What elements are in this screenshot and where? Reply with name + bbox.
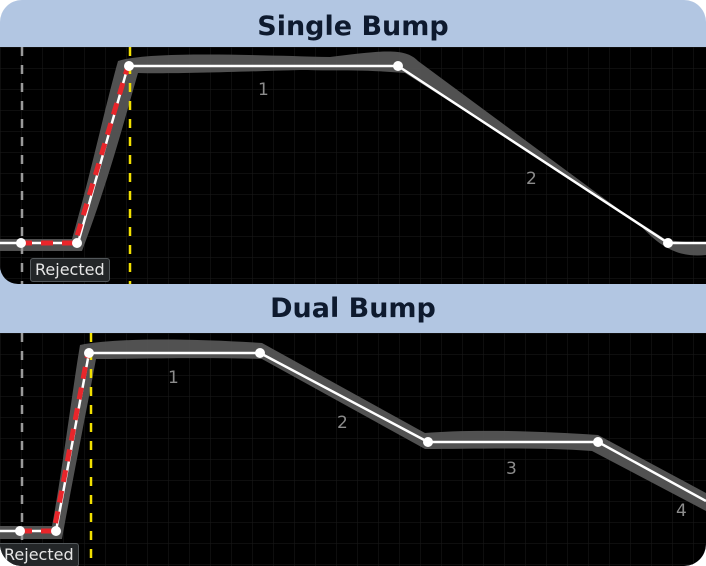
rejected-badge: Rejected xyxy=(30,258,110,282)
control-point[interactable] xyxy=(16,238,26,248)
control-point[interactable] xyxy=(51,526,61,536)
control-point[interactable] xyxy=(593,437,603,447)
segment-label: 3 xyxy=(506,459,517,479)
rejected-path xyxy=(20,352,91,534)
control-point[interactable] xyxy=(72,238,82,248)
rejected-path xyxy=(20,65,131,246)
panel-title-dual-bump: Dual Bump xyxy=(270,293,436,324)
plot-canvas-dual-bump: 1 2 3 4 xyxy=(0,333,706,566)
panel-title-single-bump: Single Bump xyxy=(257,11,449,42)
control-point[interactable] xyxy=(15,526,25,536)
plot-dual-bump: 1 2 3 4 Rejected xyxy=(0,333,706,566)
control-point[interactable] xyxy=(84,348,94,358)
control-point[interactable] xyxy=(423,437,433,447)
control-point[interactable] xyxy=(393,61,403,71)
rejected-badge: Rejected xyxy=(0,543,79,566)
segment-label: 2 xyxy=(337,413,348,433)
plot-single-bump: 1 2 Rejected xyxy=(0,47,706,284)
segment-label: 4 xyxy=(676,501,687,521)
segment-label: 2 xyxy=(526,169,537,189)
confidence-envelope xyxy=(0,339,706,539)
control-point[interactable] xyxy=(255,348,265,358)
control-point[interactable] xyxy=(663,238,673,248)
plot-canvas-single-bump: 1 2 xyxy=(0,47,706,284)
control-point[interactable] xyxy=(124,61,134,71)
segment-label: 1 xyxy=(258,80,269,100)
segment-label: 1 xyxy=(168,368,179,388)
